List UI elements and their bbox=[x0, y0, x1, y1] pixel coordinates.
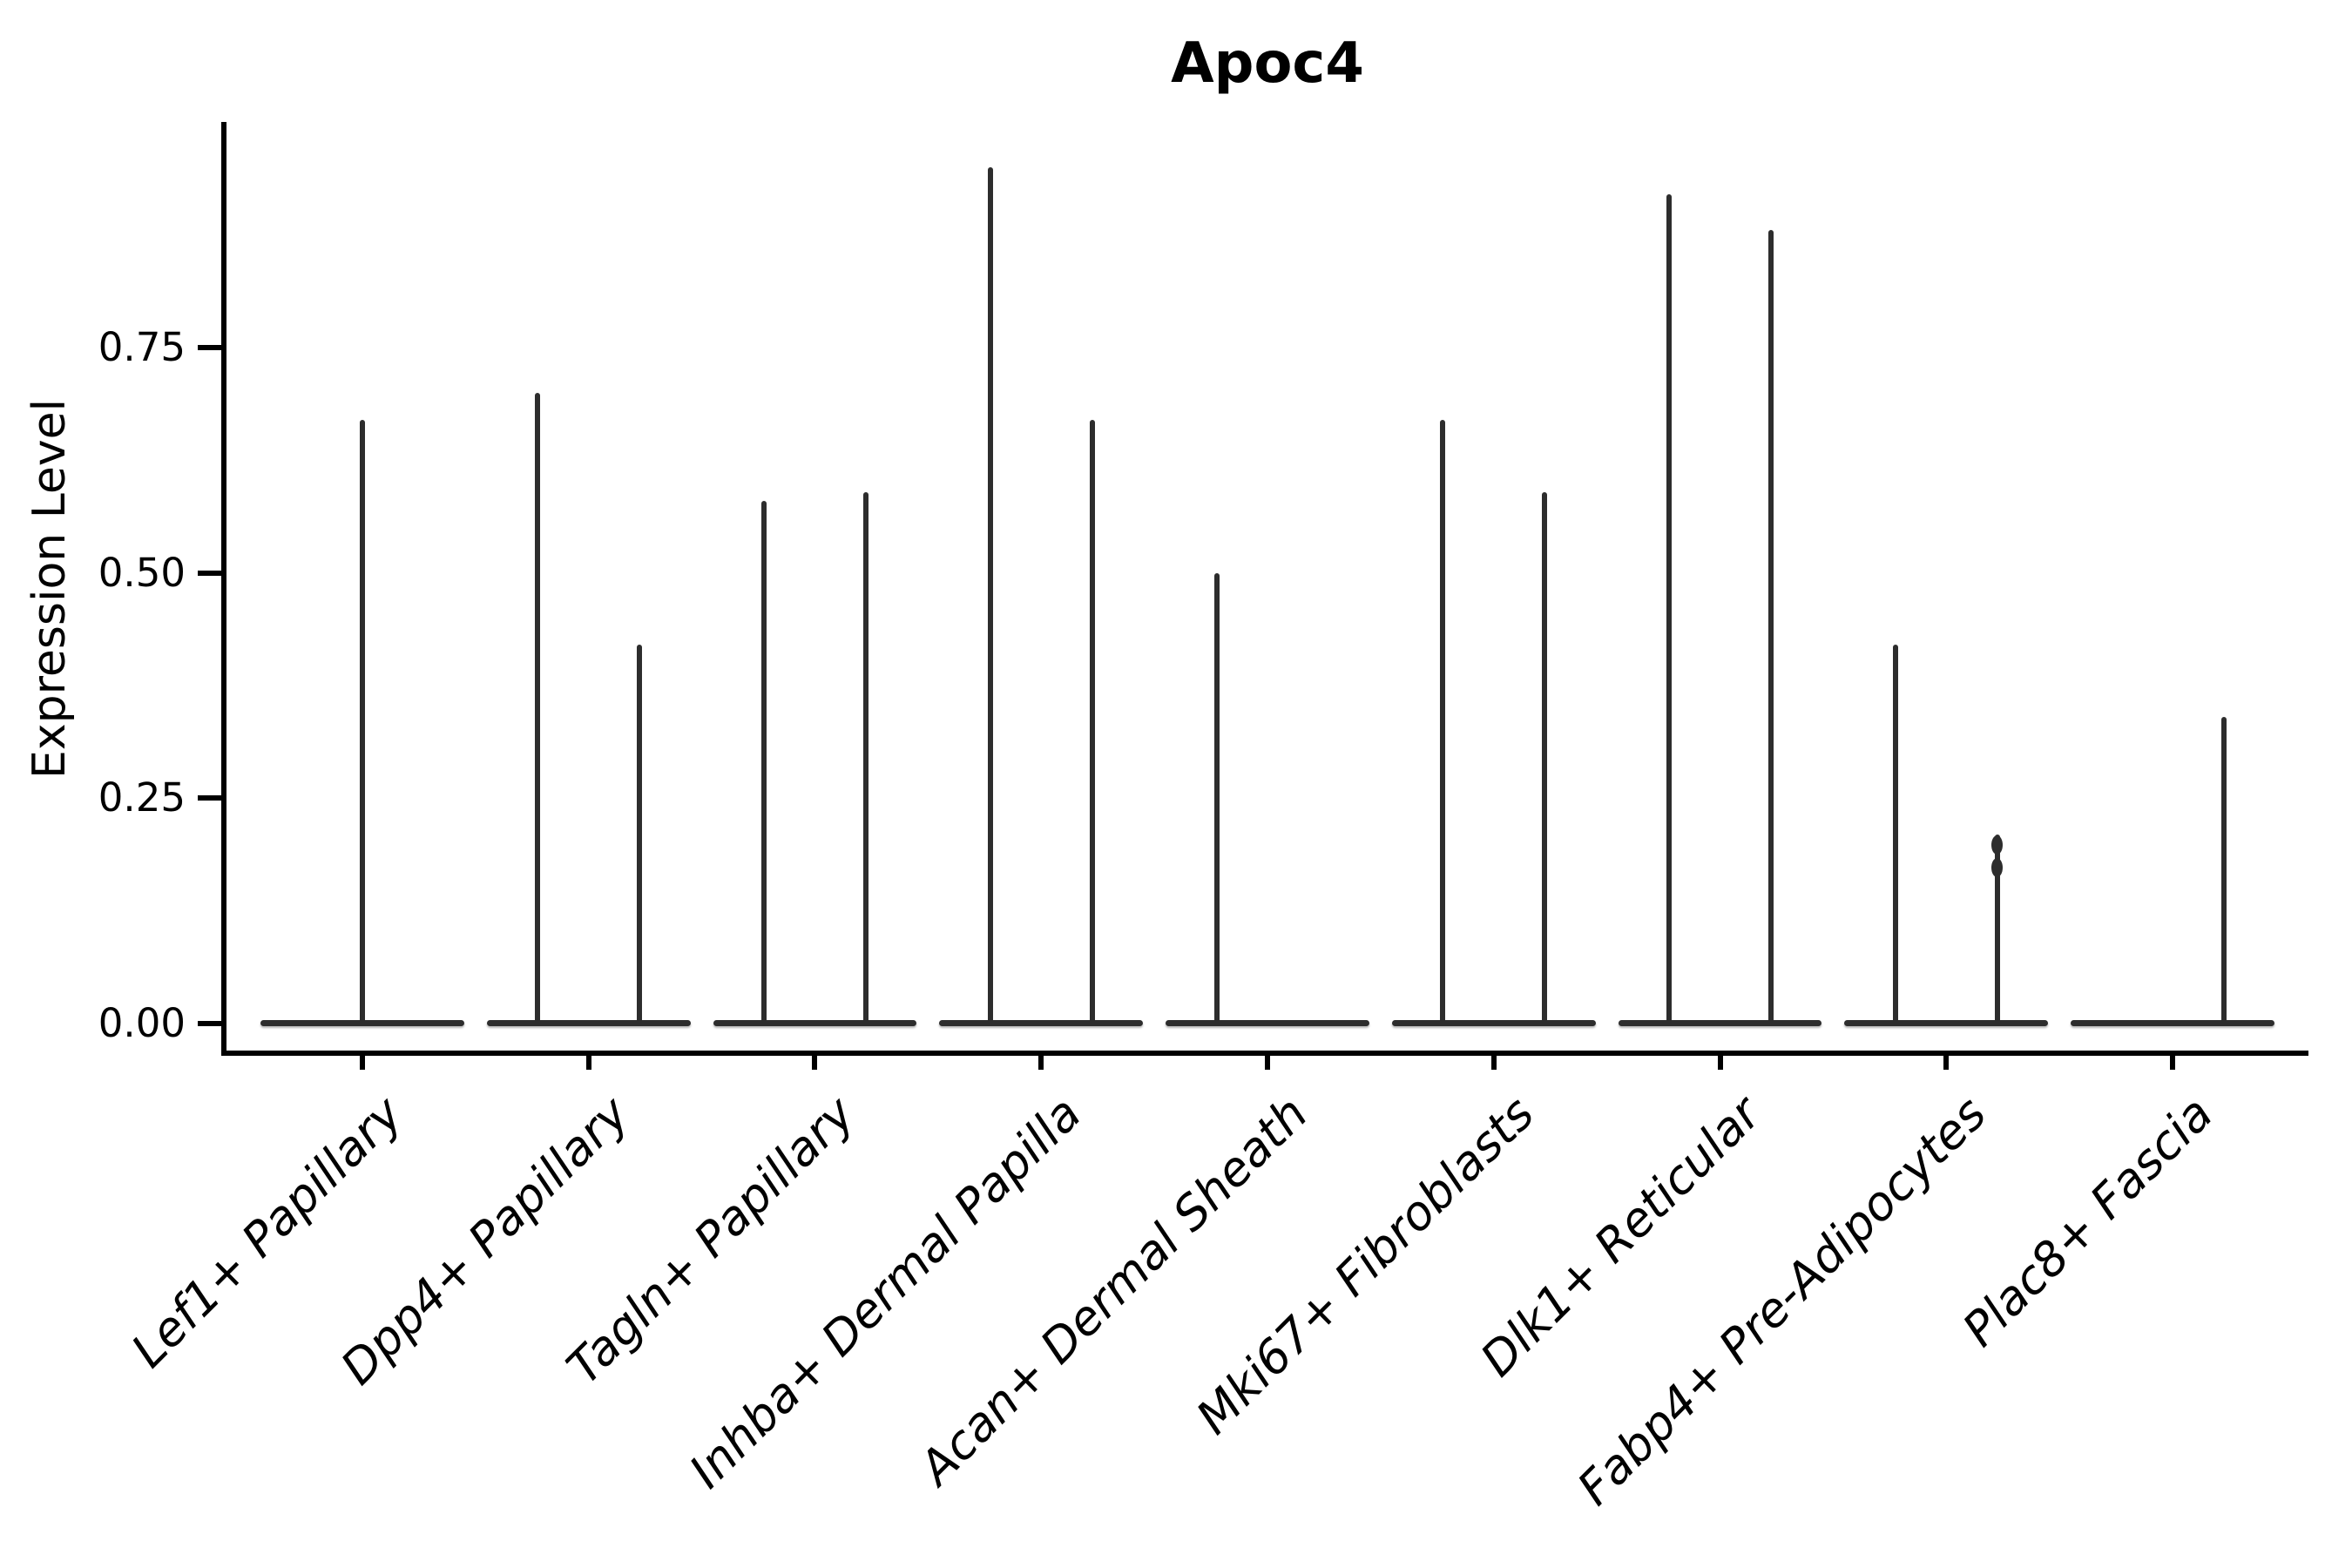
violin-baseline bbox=[1166, 1020, 1369, 1026]
y-tick-label: 0.25 bbox=[98, 774, 186, 821]
x-tick-mark bbox=[2170, 1056, 2176, 1070]
x-tick-mark bbox=[1717, 1056, 1723, 1070]
x-tick-mark bbox=[812, 1056, 818, 1070]
violin-spike bbox=[862, 491, 868, 1024]
violin-spike bbox=[1666, 194, 1673, 1024]
y-tick-mark bbox=[198, 795, 221, 801]
violin-spike bbox=[760, 500, 767, 1024]
violin-baseline bbox=[1844, 1020, 2049, 1026]
x-tick-mark bbox=[585, 1056, 591, 1070]
violin-baseline bbox=[713, 1020, 917, 1026]
y-tick-label: 0.75 bbox=[98, 323, 186, 370]
y-tick-label: 0.50 bbox=[98, 549, 186, 596]
violin-spike bbox=[1542, 491, 1548, 1024]
violin-spike bbox=[637, 645, 643, 1024]
y-axis-spine bbox=[221, 122, 226, 1056]
y-tick-mark bbox=[198, 570, 221, 576]
violin-spike bbox=[1892, 645, 1898, 1024]
violin-spike bbox=[359, 419, 365, 1024]
y-tick-mark bbox=[198, 1021, 221, 1026]
violin-spike bbox=[987, 167, 993, 1024]
chart-title: Apoc4 bbox=[1171, 31, 1364, 96]
violin-baseline bbox=[2071, 1020, 2275, 1026]
violin-baseline bbox=[1391, 1020, 1596, 1026]
x-tick-mark bbox=[1265, 1056, 1270, 1070]
violin-spike bbox=[1089, 419, 1095, 1024]
violin-spike bbox=[1768, 230, 1774, 1024]
violin-density-knob bbox=[1991, 857, 2004, 877]
violin-baseline bbox=[1618, 1020, 1822, 1026]
x-tick-mark bbox=[1943, 1056, 1950, 1070]
x-axis-spine bbox=[221, 1051, 2308, 1056]
y-tick-mark bbox=[198, 344, 221, 350]
violin-spike bbox=[1440, 419, 1446, 1024]
x-tick-mark bbox=[359, 1056, 365, 1070]
violin-spike bbox=[1213, 572, 1220, 1024]
violin-spike bbox=[535, 392, 541, 1024]
violin-spike bbox=[1994, 834, 2000, 1024]
x-tick-mark bbox=[1038, 1056, 1044, 1070]
violin-baseline bbox=[939, 1020, 1144, 1026]
x-tick-mark bbox=[1490, 1056, 1497, 1070]
violin-baseline bbox=[486, 1020, 691, 1026]
violin-spike bbox=[2220, 717, 2227, 1024]
y-tick-label: 0.00 bbox=[98, 1000, 186, 1046]
violin-density-knob bbox=[1991, 835, 2004, 855]
